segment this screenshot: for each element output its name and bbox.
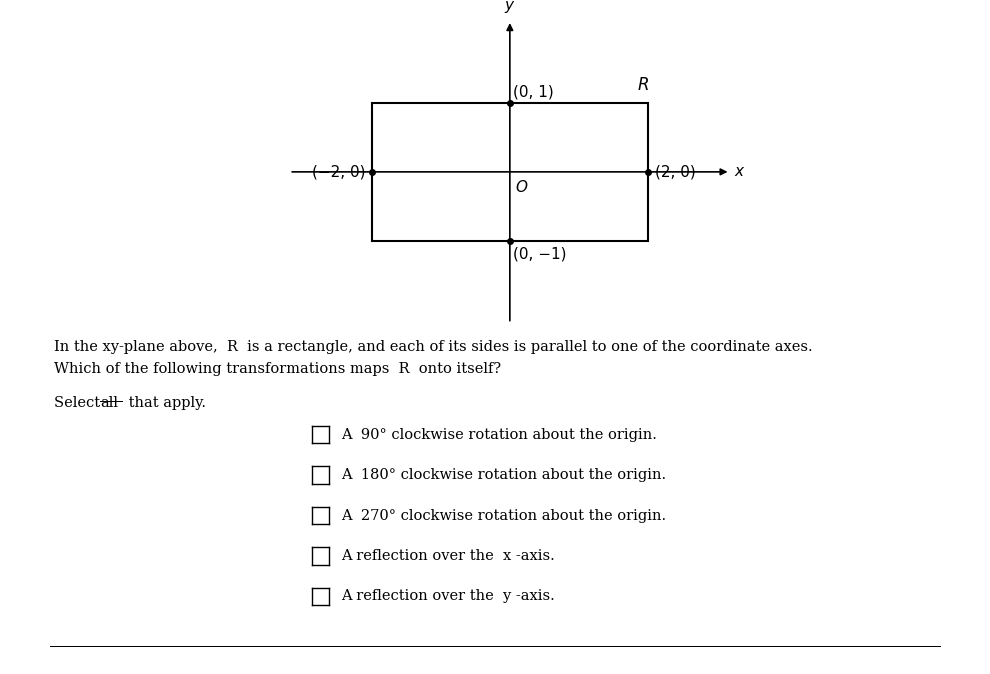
Text: that apply.: that apply. bbox=[124, 396, 206, 410]
Text: (0, 1): (0, 1) bbox=[513, 84, 554, 100]
Text: Select: Select bbox=[54, 396, 105, 410]
Text: $R$: $R$ bbox=[638, 76, 649, 94]
Text: (−2, 0): (−2, 0) bbox=[312, 164, 365, 179]
Text: $x$: $x$ bbox=[734, 164, 745, 179]
Text: A reflection over the  x -axis.: A reflection over the x -axis. bbox=[342, 549, 555, 563]
Text: A  90° clockwise rotation about the origin.: A 90° clockwise rotation about the origi… bbox=[342, 428, 657, 441]
Text: (0, −1): (0, −1) bbox=[513, 246, 567, 262]
Text: $y$: $y$ bbox=[504, 0, 516, 15]
Text: O: O bbox=[516, 180, 528, 195]
Text: (2, 0): (2, 0) bbox=[654, 164, 695, 179]
Text: Which of the following transformations maps  R  onto itself?: Which of the following transformations m… bbox=[54, 362, 502, 376]
Text: A reflection over the  y -axis.: A reflection over the y -axis. bbox=[342, 590, 555, 603]
Text: In the xy-plane above,  R  is a rectangle, and each of its sides is parallel to : In the xy-plane above, R is a rectangle,… bbox=[54, 340, 813, 355]
Text: all: all bbox=[100, 396, 118, 410]
Bar bbox=[372, 103, 647, 241]
Text: A  270° clockwise rotation about the origin.: A 270° clockwise rotation about the orig… bbox=[342, 509, 666, 522]
Text: A  180° clockwise rotation about the origin.: A 180° clockwise rotation about the orig… bbox=[342, 468, 666, 482]
